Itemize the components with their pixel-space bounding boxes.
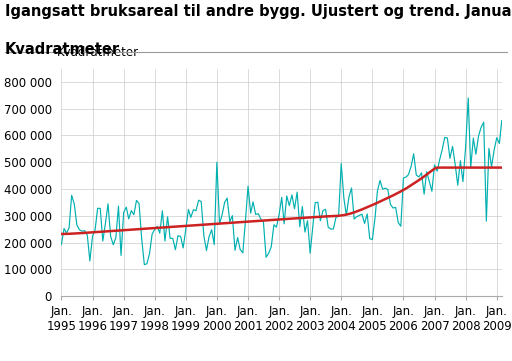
- Text: Kvadratmeter: Kvadratmeter: [5, 42, 120, 57]
- Text: Kvadratmeter: Kvadratmeter: [57, 47, 139, 60]
- Text: Igangsatt bruksareal til andre bygg. Ujustert og trend. Januar 1995-mars 2009.: Igangsatt bruksareal til andre bygg. Uju…: [5, 4, 512, 19]
